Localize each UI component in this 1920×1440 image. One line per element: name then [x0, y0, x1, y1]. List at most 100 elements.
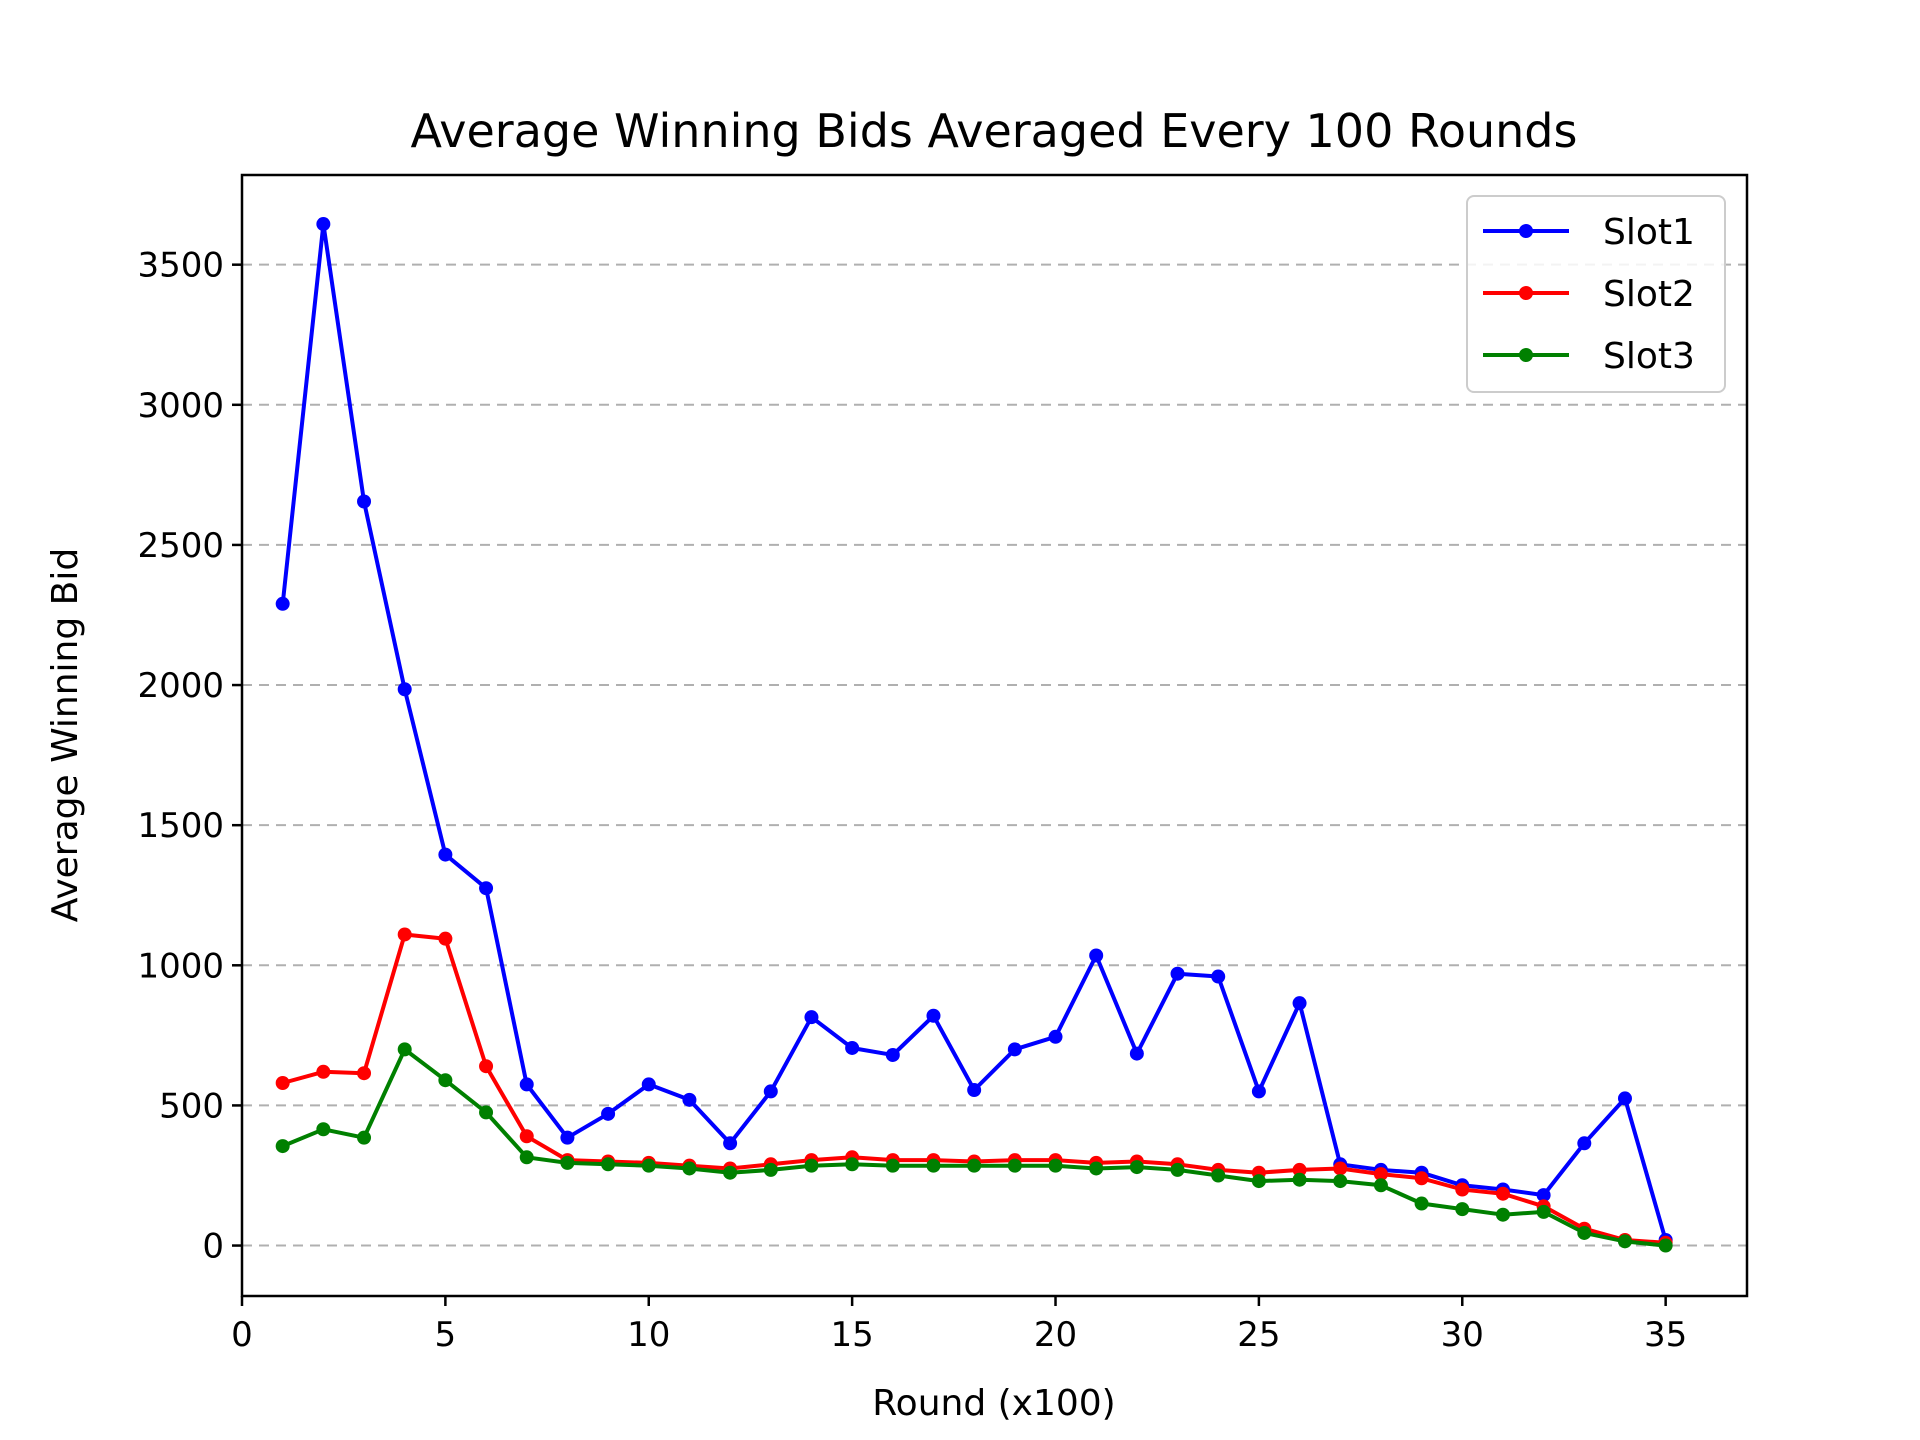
data-point-slot2-1	[275, 1076, 290, 1091]
data-point-slot1-2	[316, 217, 331, 232]
series-layer	[275, 217, 1673, 1253]
data-point-slot1-3	[357, 494, 372, 509]
data-point-slot3-18	[967, 1158, 982, 1173]
data-point-slot1-20	[1048, 1029, 1063, 1044]
x-tick-label-1: 5	[435, 1315, 457, 1355]
data-point-slot2-30	[1455, 1182, 1470, 1197]
series-slot1	[275, 217, 1673, 1247]
legend-label: Slot3	[1603, 336, 1695, 377]
chart-title: Average Winning Bids Averaged Every 100 …	[411, 104, 1578, 158]
data-point-slot1-10	[641, 1077, 656, 1092]
data-point-slot1-7	[519, 1077, 534, 1092]
data-point-slot3-35	[1658, 1238, 1673, 1253]
data-point-slot1-21	[1089, 948, 1104, 963]
x-tick-label-7: 35	[1644, 1315, 1687, 1355]
y-axis: 0 500 1000 1500 2000 2500 3000 3500	[137, 246, 242, 1267]
data-point-slot1-17	[926, 1008, 941, 1023]
data-point-slot3-31	[1495, 1207, 1510, 1222]
data-point-slot1-15	[845, 1040, 860, 1055]
data-point-slot1-9	[601, 1106, 616, 1121]
data-point-slot1-32	[1536, 1188, 1551, 1203]
y-tick-label-4: 2000	[137, 666, 224, 706]
legend-label: Slot1	[1603, 212, 1695, 253]
data-point-slot1-4	[397, 682, 412, 697]
legend-swatch-marker	[1519, 348, 1533, 362]
y-tick-label-3: 1500	[137, 806, 224, 846]
data-point-slot1-24	[1211, 969, 1226, 984]
series-line-slot3	[281, 1047, 1666, 1248]
x-tick-label-2: 10	[627, 1315, 670, 1355]
data-point-slot3-9	[601, 1157, 616, 1172]
legend-item-slot3: Slot3	[1483, 336, 1695, 377]
legend: Slot1 Slot2 Slot3	[1466, 195, 1726, 393]
data-point-slot2-4	[397, 927, 412, 942]
data-point-slot3-25	[1251, 1174, 1266, 1189]
data-point-slot2-31	[1495, 1186, 1510, 1201]
y-axis-label: Average Winning Bid	[45, 548, 86, 922]
data-point-slot1-25	[1251, 1084, 1266, 1099]
data-point-slot1-16	[885, 1047, 900, 1062]
data-point-slot3-34	[1617, 1234, 1632, 1249]
y-tick-label-0: 0	[202, 1227, 224, 1267]
data-point-slot3-11	[682, 1161, 697, 1176]
data-point-slot3-12	[723, 1165, 738, 1180]
data-point-slot1-12	[723, 1136, 738, 1151]
x-tick-label-6: 30	[1441, 1315, 1484, 1355]
legend-swatch-marker	[1519, 286, 1533, 300]
data-point-slot1-26	[1292, 996, 1307, 1011]
data-point-slot3-13	[763, 1162, 778, 1177]
data-point-slot3-30	[1455, 1202, 1470, 1217]
data-point-slot1-23	[1170, 966, 1185, 981]
legend-swatch-marker	[1519, 224, 1533, 238]
data-point-slot3-17	[926, 1158, 941, 1173]
data-point-slot3-27	[1333, 1174, 1348, 1189]
data-point-slot1-13	[763, 1084, 778, 1099]
data-point-slot1-19	[1007, 1042, 1022, 1057]
y-tick-label-5: 2500	[137, 526, 224, 566]
legend-label: Slot2	[1603, 274, 1695, 315]
data-point-slot3-6	[479, 1105, 494, 1120]
data-point-slot1-22	[1129, 1046, 1144, 1061]
data-point-slot1-33	[1577, 1136, 1592, 1151]
x-tick-label-0: 0	[231, 1315, 253, 1355]
data-point-slot1-5	[438, 847, 453, 862]
data-point-slot1-6	[479, 881, 494, 896]
plot-frame	[240, 173, 1749, 1298]
data-point-slot3-28	[1373, 1178, 1388, 1193]
data-point-slot1-11	[682, 1092, 697, 1107]
data-point-slot3-5	[438, 1073, 453, 1088]
data-point-slot1-1	[275, 596, 290, 611]
x-tick-label-4: 20	[1034, 1315, 1077, 1355]
data-point-slot2-3	[357, 1066, 372, 1081]
x-axis: 0 5 10 15 20 25 30 35	[231, 1296, 1687, 1355]
y-tick-label-6: 3000	[137, 386, 224, 426]
data-point-slot3-2	[316, 1122, 331, 1137]
x-axis-label: Round (x100)	[872, 1383, 1115, 1424]
data-point-slot3-19	[1007, 1158, 1022, 1173]
data-point-slot3-1	[275, 1139, 290, 1154]
data-point-slot3-15	[845, 1157, 860, 1172]
data-point-slot2-5	[438, 931, 453, 946]
data-point-slot3-4	[397, 1042, 412, 1057]
data-point-slot3-7	[519, 1150, 534, 1165]
data-point-slot3-3	[357, 1130, 372, 1145]
data-point-slot1-8	[560, 1130, 575, 1145]
grid-lines	[242, 263, 1747, 1247]
data-point-slot1-14	[804, 1010, 819, 1025]
legend-box	[1466, 195, 1726, 393]
data-point-slot2-26	[1292, 1162, 1307, 1177]
data-point-slot2-6	[479, 1059, 494, 1074]
legend-item-slot1: Slot1	[1483, 212, 1695, 253]
data-point-slot1-18	[967, 1083, 982, 1098]
data-point-slot3-16	[885, 1158, 900, 1173]
data-point-slot3-22	[1129, 1160, 1144, 1175]
y-tick-label-7: 3500	[137, 246, 224, 286]
data-point-slot3-33	[1577, 1225, 1592, 1240]
data-point-slot3-14	[804, 1158, 819, 1173]
data-point-slot2-7	[519, 1129, 534, 1144]
series-slot3	[275, 1042, 1673, 1253]
x-tick-label-3: 15	[831, 1315, 874, 1355]
data-point-slot3-29	[1414, 1196, 1429, 1211]
legend-item-slot2: Slot2	[1483, 274, 1695, 315]
